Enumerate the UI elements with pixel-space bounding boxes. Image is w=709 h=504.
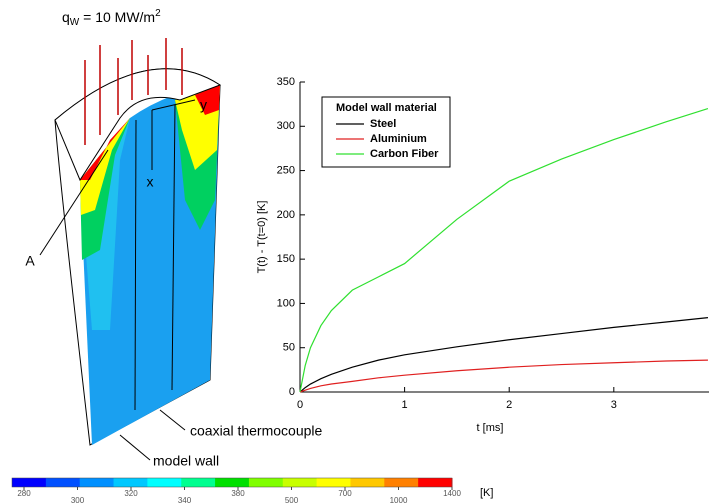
colorbar-band <box>283 478 317 487</box>
y-tick-label: 200 <box>277 209 295 221</box>
figure: x y A coaxial thermocouple model wall qW… <box>0 0 709 504</box>
colorbar-band <box>147 478 181 487</box>
x-tick-label: 2 <box>506 399 512 411</box>
heat-flux-superscript: 2 <box>155 8 161 19</box>
y-tick-label: 350 <box>277 76 295 88</box>
colorbar-band <box>114 478 148 487</box>
colorbar-tick-label: 1000 <box>390 496 408 504</box>
y-tick-label: 150 <box>277 253 295 265</box>
colorbar-tick-label: 300 <box>71 496 85 504</box>
colorbar-band <box>350 478 384 487</box>
colorbar-band <box>46 478 80 487</box>
colorbar-band <box>12 478 46 487</box>
y-tick-label: 300 <box>277 120 295 132</box>
legend-title: Model wall material <box>336 102 437 114</box>
wall-label: model wall <box>153 453 219 469</box>
colorbar-tick-label: 500 <box>285 496 299 504</box>
axis-y-label: y <box>200 97 207 113</box>
colorbar-band <box>249 478 283 487</box>
y-tick-label: 0 <box>289 386 295 398</box>
y-tick-label: 50 <box>283 342 295 354</box>
heat-flux-label: qW = 10 MW/m2 <box>62 8 161 28</box>
y-axis-label: T(t) - T(t=0) [K] <box>256 201 268 274</box>
x-axis-label: t [ms] <box>477 422 504 434</box>
heat-flux-symbol: q <box>62 9 70 25</box>
legend-label: Aluminium <box>370 133 427 145</box>
colorbar-tick-label: 700 <box>338 489 352 498</box>
series-line <box>300 318 708 392</box>
legend-label: Steel <box>370 118 396 130</box>
colorbar-band <box>317 478 351 487</box>
x-tick-label: 3 <box>611 399 617 411</box>
colorbar-tick-label: 380 <box>231 489 245 498</box>
colorbar-tick-label: 1400 <box>443 489 461 498</box>
colorbar-tick-label: 280 <box>17 489 31 498</box>
colorbar-band <box>181 478 215 487</box>
colorbar-tick-label: 320 <box>124 489 138 498</box>
x-tick-label: 0 <box>297 399 303 411</box>
colorbar-band <box>384 478 418 487</box>
legend-label: Carbon Fiber <box>370 148 439 160</box>
y-tick-label: 250 <box>277 164 295 176</box>
heat-flux-text: = 10 MW/m <box>79 9 155 25</box>
thermocouple-label: coaxial thermocouple <box>190 423 323 439</box>
colorbar-band <box>418 478 452 487</box>
colorbar-tick-label: 340 <box>178 496 192 504</box>
colorbar-band <box>215 478 249 487</box>
colorbar-band <box>80 478 114 487</box>
axis-x-label: x <box>147 174 154 190</box>
colorbar-unit: [K] <box>480 487 493 499</box>
x-tick-label: 1 <box>402 399 408 411</box>
point-label: A <box>25 253 35 269</box>
y-tick-label: 100 <box>277 297 295 309</box>
